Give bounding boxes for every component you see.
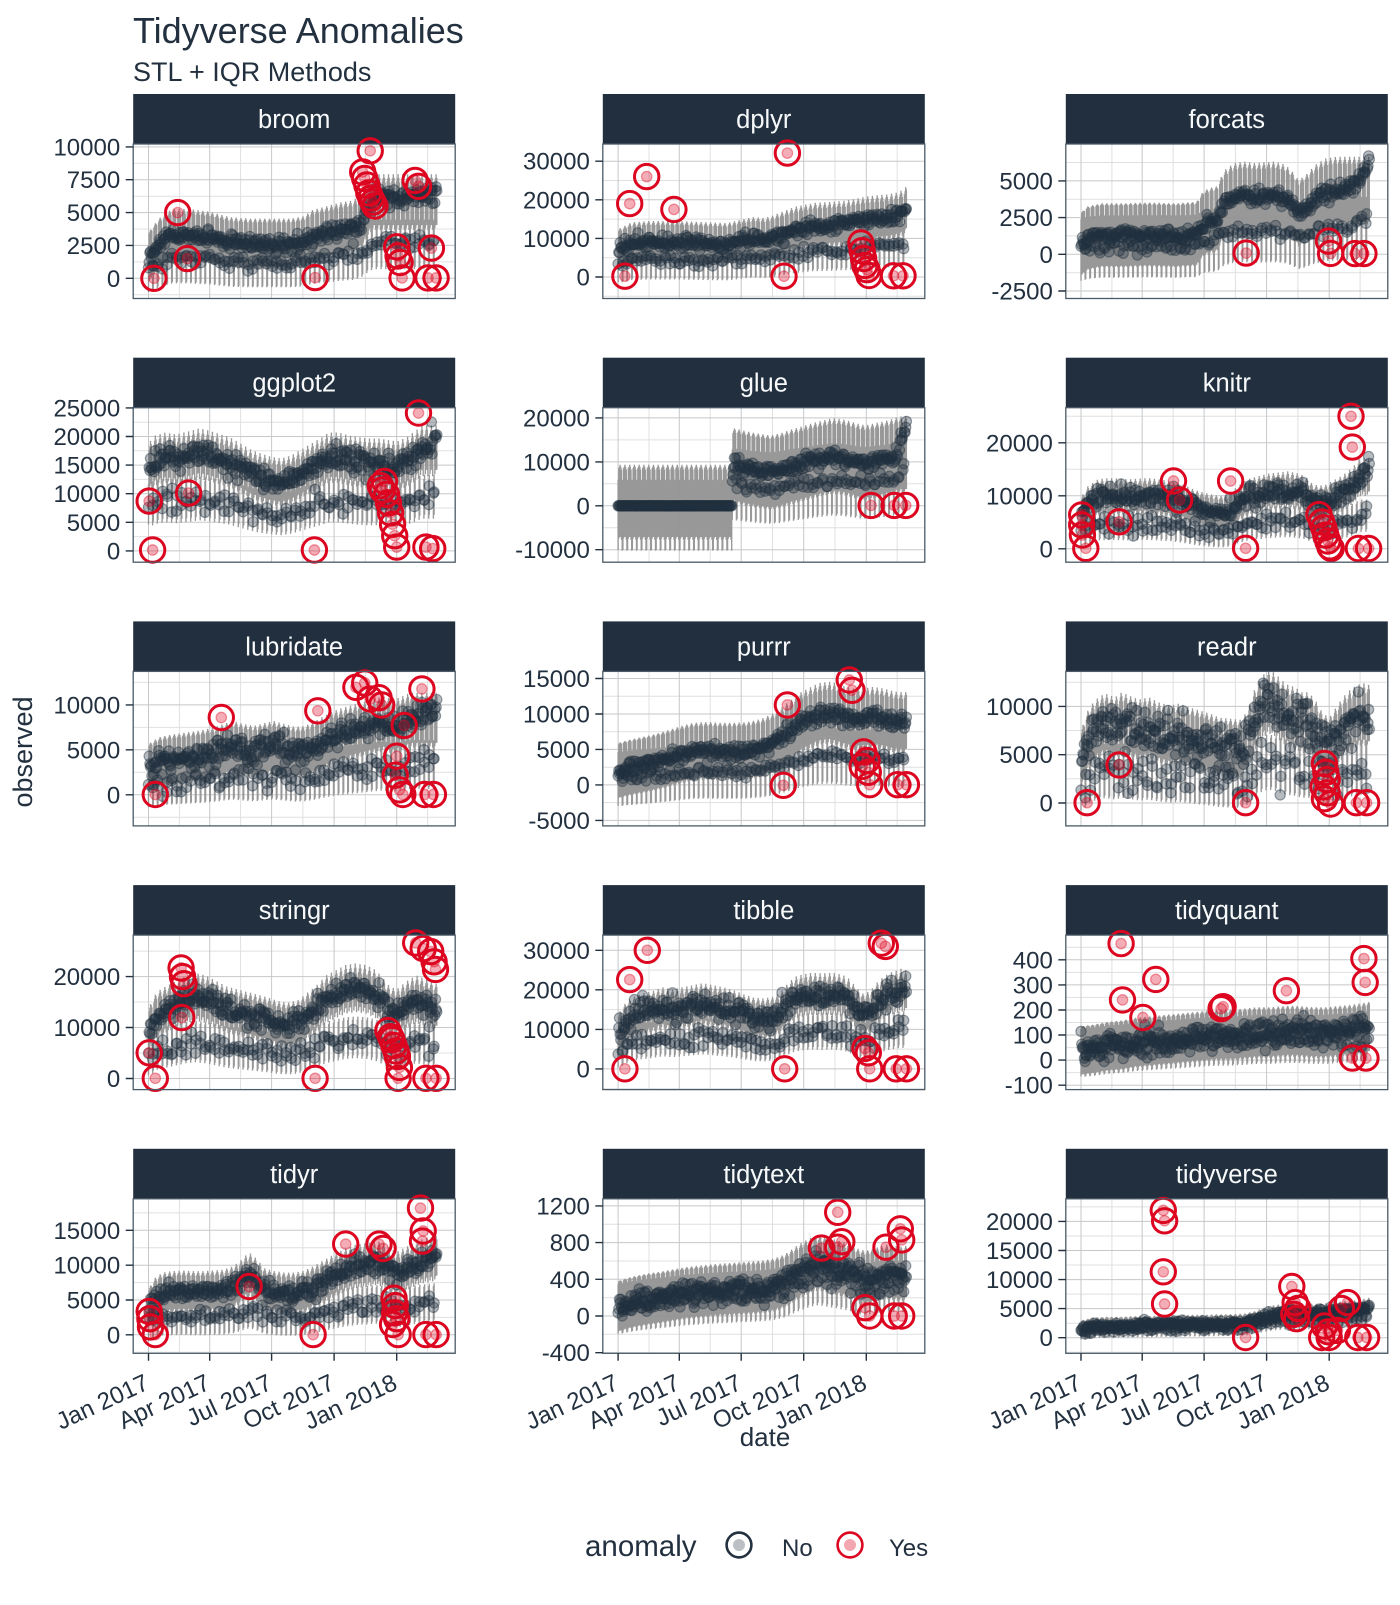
svg-text:purrr: purrr xyxy=(737,633,791,661)
svg-text:0: 0 xyxy=(1039,536,1052,563)
svg-text:0: 0 xyxy=(107,782,120,809)
svg-text:30000: 30000 xyxy=(523,149,590,176)
svg-text:2500: 2500 xyxy=(999,205,1052,232)
svg-text:5000: 5000 xyxy=(999,168,1052,195)
svg-text:lubridate: lubridate xyxy=(245,633,343,661)
svg-text:-5000: -5000 xyxy=(528,808,589,835)
svg-text:STL + IQR Methods: STL + IQR Methods xyxy=(133,57,371,87)
svg-text:10000: 10000 xyxy=(523,226,590,253)
svg-text:forcats: forcats xyxy=(1189,106,1266,134)
svg-text:20000: 20000 xyxy=(53,964,120,991)
svg-text:dplyr: dplyr xyxy=(736,106,792,134)
svg-text:10000: 10000 xyxy=(986,694,1053,721)
svg-text:0: 0 xyxy=(107,538,120,565)
svg-text:0: 0 xyxy=(1039,242,1052,269)
svg-text:5000: 5000 xyxy=(67,510,120,537)
svg-text:-10000: -10000 xyxy=(515,537,590,564)
svg-text:2500: 2500 xyxy=(67,233,120,260)
svg-text:Tidyverse Anomalies: Tidyverse Anomalies xyxy=(133,10,464,51)
svg-text:10000: 10000 xyxy=(53,481,120,508)
svg-text:10000: 10000 xyxy=(986,483,1053,510)
svg-text:20000: 20000 xyxy=(986,430,1053,457)
svg-text:broom: broom xyxy=(258,106,330,134)
svg-text:20000: 20000 xyxy=(523,187,590,214)
svg-text:0: 0 xyxy=(107,1066,120,1093)
svg-text:15000: 15000 xyxy=(53,453,120,480)
svg-text:10000: 10000 xyxy=(53,1015,120,1042)
svg-text:25000: 25000 xyxy=(53,395,120,422)
svg-text:5000: 5000 xyxy=(67,737,120,764)
svg-text:5000: 5000 xyxy=(67,200,120,227)
svg-text:knitr: knitr xyxy=(1203,370,1252,398)
svg-text:5000: 5000 xyxy=(999,742,1052,769)
svg-text:10000: 10000 xyxy=(53,692,120,719)
svg-text:0: 0 xyxy=(576,265,589,292)
svg-text:10000: 10000 xyxy=(523,449,590,476)
svg-text:glue: glue xyxy=(740,370,788,398)
svg-text:10000: 10000 xyxy=(53,134,120,161)
svg-text:observed: observed xyxy=(8,696,38,807)
svg-text:10000: 10000 xyxy=(523,702,590,729)
svg-text:0: 0 xyxy=(576,772,589,799)
svg-text:-2500: -2500 xyxy=(991,279,1052,306)
svg-text:0: 0 xyxy=(1039,791,1052,818)
svg-text:7500: 7500 xyxy=(67,167,120,194)
svg-text:0: 0 xyxy=(107,266,120,293)
svg-text:ggplot2: ggplot2 xyxy=(252,370,336,398)
svg-text:5000: 5000 xyxy=(536,737,589,764)
svg-text:readr: readr xyxy=(1197,633,1257,661)
svg-text:15000: 15000 xyxy=(523,666,590,693)
svg-text:0: 0 xyxy=(576,493,589,520)
svg-text:stringr: stringr xyxy=(259,897,330,925)
svg-text:20000: 20000 xyxy=(53,424,120,451)
svg-text:20000: 20000 xyxy=(523,405,590,432)
svg-text:tibble: tibble xyxy=(733,897,794,925)
